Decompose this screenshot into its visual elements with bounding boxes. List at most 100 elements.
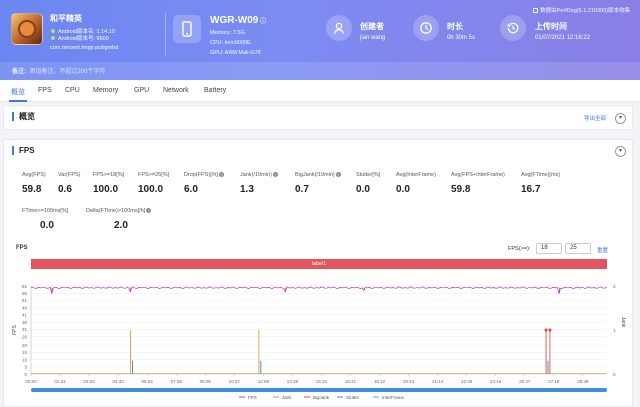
phone-icon xyxy=(173,15,201,43)
report-header: 和平精英 Android版本名: 1.14.10 Android版本号: 960… xyxy=(0,0,640,80)
metric-jank: Jank(/10min)? 1.3 xyxy=(240,172,278,195)
fps-title: FPS xyxy=(12,146,35,155)
zoom-slider-track xyxy=(31,388,607,392)
android-icon xyxy=(51,36,55,40)
metric-ftime-100: FTime>=100ms[%] 0.0 xyxy=(22,208,69,231)
device-gpu: GPU: ARM Mali-G78 xyxy=(210,50,261,56)
x-tick-label: 27:18 xyxy=(548,379,560,384)
x-tick-label: 09:06 xyxy=(200,379,212,384)
help-icon[interactable]: ? xyxy=(335,172,341,178)
android-icon xyxy=(51,29,55,33)
user-icon xyxy=(326,15,352,41)
metric-drop-fps: Drop(FPS)[/h]? 6.0 xyxy=(184,172,224,195)
x-tick-label: 03:02 xyxy=(83,379,95,384)
y-tick-label: 10 xyxy=(22,357,28,362)
x-tick-label: 28:49 xyxy=(577,379,589,384)
y-tick-label: 51 xyxy=(22,298,28,303)
y-tick-label: 31 xyxy=(22,327,28,332)
history-icon xyxy=(500,15,526,41)
package-name: com.tencent.tmgp.pubgmhd xyxy=(50,45,119,51)
fps-series-line xyxy=(30,286,608,295)
metric-bigjank: BigJank(/10min)? 0.7 xyxy=(295,172,341,195)
duration-value: 0h 30m 5s xyxy=(447,35,476,41)
threshold-input-2[interactable]: 25 xyxy=(565,243,591,254)
tab-battery[interactable]: Battery xyxy=(204,87,227,94)
x-tick-label: 15:10 xyxy=(316,379,328,384)
creator-title: 创建者 xyxy=(360,22,384,31)
y2-tick-label: 1 xyxy=(613,328,616,333)
help-icon[interactable]: ? xyxy=(146,208,152,214)
y2-axis-title: Jank xyxy=(620,317,626,328)
threshold-label: FPS(>=): xyxy=(508,246,531,252)
perfdog-version: 数据由PerfDog(5.1.210300)版本收集 xyxy=(533,6,630,14)
device-cpu: CPU: kirin9000E xyxy=(210,40,251,46)
tab-overview[interactable]: 概览 xyxy=(11,89,25,96)
x-tick-label: 12:08 xyxy=(258,379,270,384)
label-bar[interactable]: label1 xyxy=(31,259,607,269)
device-name: WGR-W09 ⓘ xyxy=(210,15,267,26)
metric-delta-ftime: Delta(FTime)>100ms[/h]? 2.0 xyxy=(86,208,152,231)
metric-avg-fps: Avg(FPS) 59.8 xyxy=(22,172,46,195)
collapse-icon[interactable]: ▾ xyxy=(615,113,626,124)
x-tick-label: 18:12 xyxy=(374,379,386,384)
y-tick-label: 15 xyxy=(22,350,28,355)
app-name: 和平精英 xyxy=(50,14,82,23)
x-tick-label: 21:14 xyxy=(432,379,444,384)
y-tick-label: 20 xyxy=(22,343,28,348)
y-tick-label: 0 xyxy=(24,372,27,377)
y-tick-label: 26 xyxy=(22,334,28,339)
tab-fps[interactable]: FPS xyxy=(38,87,52,94)
device-memory: Memory: 7.5G xyxy=(210,30,245,36)
reset-link[interactable]: 重置 xyxy=(597,248,609,254)
x-tick-label: 04:33 xyxy=(112,379,124,384)
metric-fps-18: FPS>=18[%] 100.0 xyxy=(93,172,125,195)
tab-cpu[interactable]: CPU xyxy=(65,87,80,94)
y-tick-label: 5 xyxy=(24,365,27,370)
bigjank-marker xyxy=(544,328,548,332)
android-version-name: Android版本名: 1.14.10 xyxy=(58,29,115,35)
x-tick-label: 25:47 xyxy=(519,379,531,384)
app-icon xyxy=(11,13,43,45)
legend-label: Stutter xyxy=(346,395,360,400)
x-tick-label: 06:04 xyxy=(142,379,154,384)
android-version-code: Android版本号: 9600 xyxy=(58,36,109,42)
y-tick-label: 56 xyxy=(22,291,28,296)
note-bar[interactable]: 备注: 添加备注，不超过200个字符 xyxy=(0,62,640,80)
legend-label: Jank xyxy=(282,395,292,400)
metric-stutter: Stutter[%] 0.0 xyxy=(356,172,381,195)
bigjank-marker xyxy=(548,328,552,332)
overview-card: 概览 导出全部 ▾ xyxy=(3,105,633,130)
fps-card: FPS ▾ xyxy=(3,139,633,407)
duration-title: 时长 xyxy=(447,22,463,31)
threshold-input-1[interactable]: 18 xyxy=(536,243,562,254)
collapse-icon[interactable]: ▾ xyxy=(615,146,626,157)
x-tick-label: 22:45 xyxy=(461,379,473,384)
y-tick-label: 41 xyxy=(22,313,28,318)
export-all-link[interactable]: 导出全部 xyxy=(583,116,606,122)
note-text: 备注: 添加备注，不超过200个字符 xyxy=(12,69,106,75)
upload-title: 上传时间 xyxy=(535,22,567,31)
x-tick-label: 24:16 xyxy=(490,379,502,384)
y2-tick-label: 2 xyxy=(613,284,616,289)
metric-avg-fps-interframe: Avg(FPS+InterFrame) 59.8 xyxy=(451,172,505,195)
x-tick-label: 13:39 xyxy=(287,379,299,384)
metric-avg-ftime: Avg(FTime)[ms] 16.7 xyxy=(521,172,560,195)
tab-memory[interactable]: Memory xyxy=(93,87,119,94)
chart-title: FPS xyxy=(16,245,28,251)
x-tick-label: 16:41 xyxy=(345,379,357,384)
legend-label: BigJank xyxy=(313,395,330,400)
metric-avg-interframe: Avg(InterFrame) 0.0 xyxy=(396,172,436,195)
y-tick-label: 36 xyxy=(22,320,28,325)
tab-gpu[interactable]: GPU xyxy=(134,87,150,94)
x-tick-label: 07:35 xyxy=(171,379,183,384)
x-tick-label: 10:37 xyxy=(229,379,241,384)
metric-var-fps: Var(FPS) 0.6 xyxy=(58,172,81,195)
creator-value: jian wang xyxy=(360,35,386,41)
fps-chart: 0 5 10 15 20 26 31 36 41 46 51 56 61 0 1 2 FPS Jank 00:00 0… xyxy=(12,284,626,400)
tab-network[interactable]: Network xyxy=(163,87,189,94)
legend-label: InterFrame xyxy=(382,395,405,400)
help-icon[interactable]: ? xyxy=(272,172,278,178)
y-tick-label: 46 xyxy=(22,305,28,310)
y-tick-label: 61 xyxy=(22,284,28,289)
help-icon[interactable]: ? xyxy=(218,172,224,178)
